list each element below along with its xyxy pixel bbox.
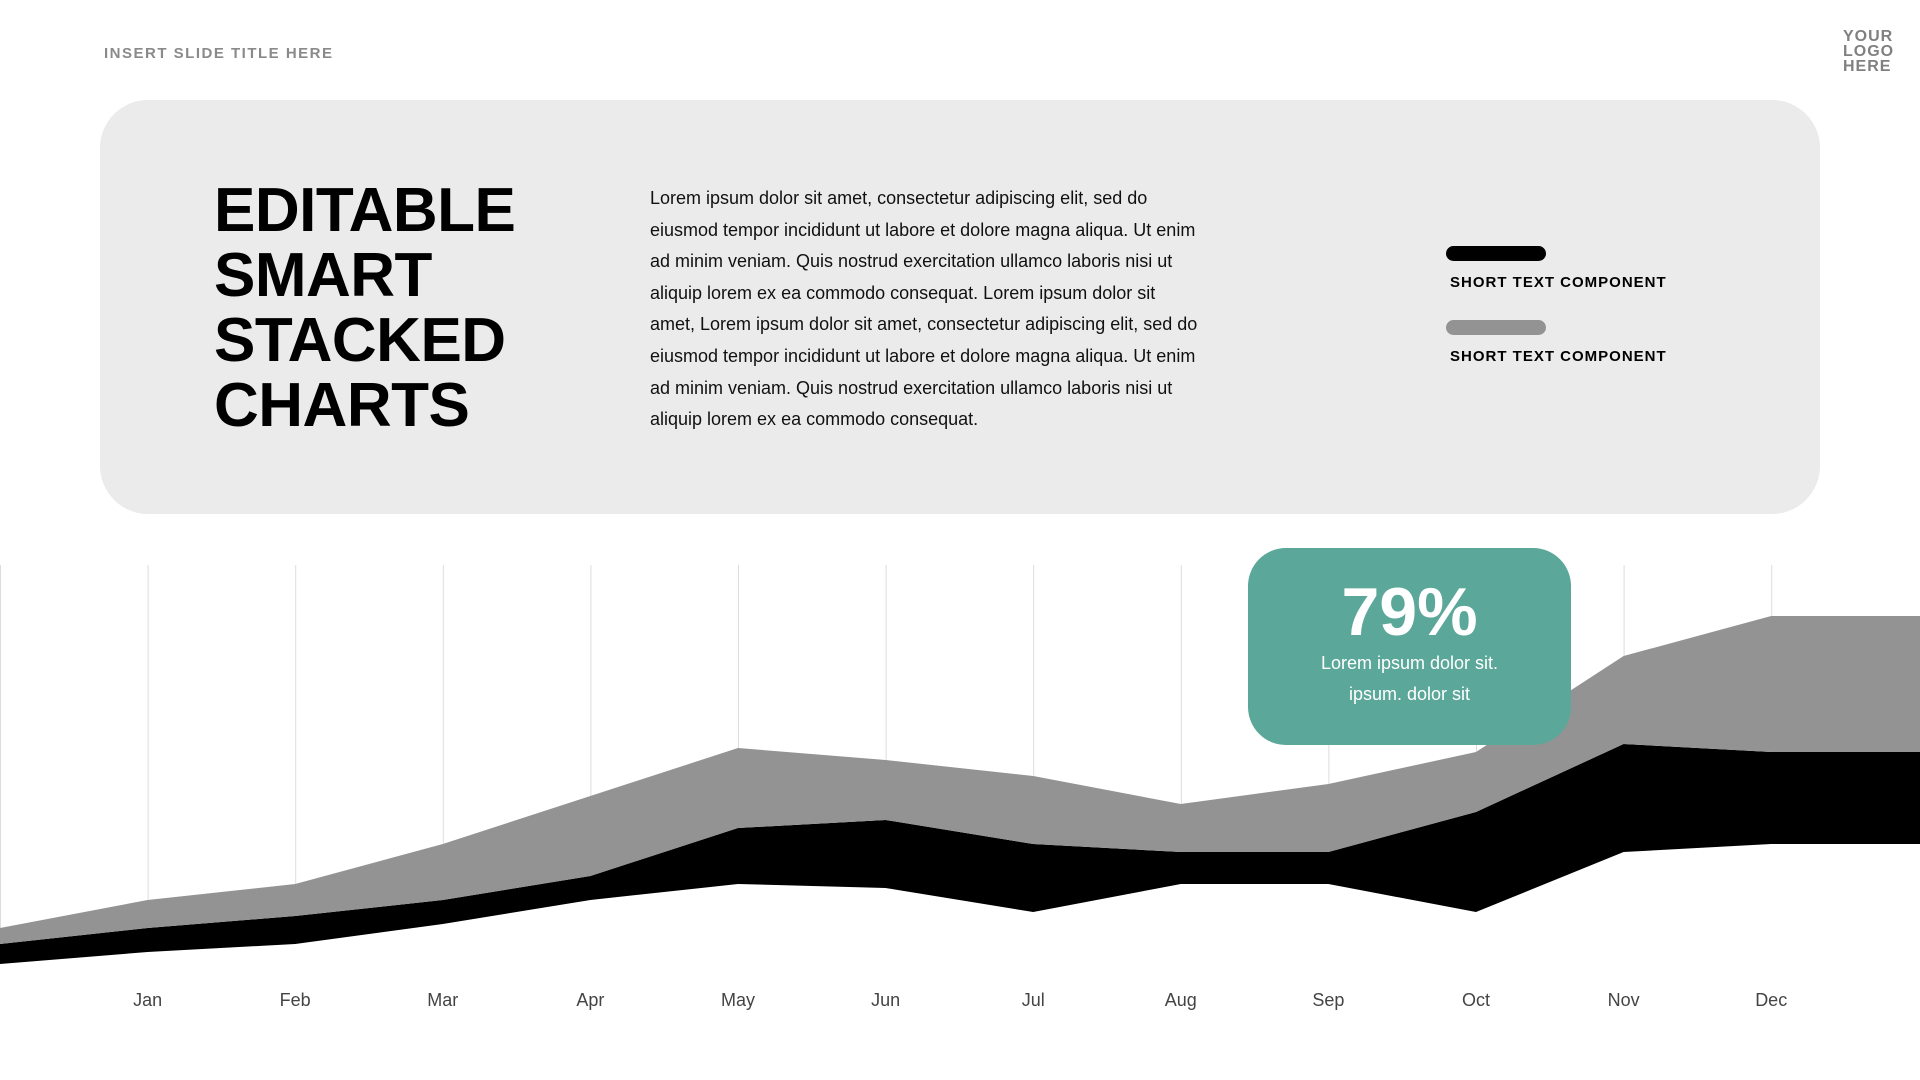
legend-label: SHORT TEXT COMPONENT (1450, 274, 1667, 291)
x-tick-label: Feb (280, 990, 311, 1010)
callout-box: 79% Lorem ipsum dolor sit. ipsum. dolor … (1248, 548, 1571, 745)
body-paragraph: Lorem ipsum dolor sit amet, consectetur … (650, 183, 1197, 436)
callout-text: ipsum. dolor sit (1348, 684, 1471, 704)
legend-swatch-black (1446, 246, 1546, 261)
headline: EDITABLE SMART STACKED CHARTS (214, 176, 516, 440)
headline-line: SMART (214, 241, 432, 310)
headline-line: STACKED (214, 306, 506, 375)
area-series-0 (0, 844, 1920, 1000)
x-tick-label: Jan (133, 990, 162, 1010)
logo-line: LOGO (1843, 43, 1895, 60)
x-tick-label: Apr (576, 990, 604, 1010)
legend-label: SHORT TEXT COMPONENT (1450, 348, 1667, 365)
callout-value: 79% (1341, 574, 1478, 650)
paragraph-line: ad minim veniam. Quis nostrud exercitati… (650, 377, 1173, 398)
x-tick-label: Oct (1462, 990, 1490, 1010)
paragraph-line: eiusmod tempor incididunt ut labore et d… (650, 345, 1196, 366)
paragraph-line: aliquip lorem ex ea commodo consequat. (650, 409, 979, 430)
info-panel (100, 100, 1820, 514)
logo-placeholder: YOUR LOGO HERE (1843, 28, 1895, 75)
x-tick-label: May (721, 990, 755, 1010)
paragraph-line: eiusmod tempor incididunt ut labore et d… (650, 219, 1196, 240)
paragraph-line: ad minim veniam. Quis nostrud exercitati… (650, 251, 1173, 272)
logo-line: YOUR (1843, 28, 1894, 45)
x-tick-label: Mar (427, 990, 458, 1010)
paragraph-line: aliquip lorem ex ea commodo consequat. L… (650, 282, 1156, 303)
area-series-2 (0, 616, 1920, 944)
slide-title: INSERT SLIDE TITLE HERE (104, 45, 334, 62)
paragraph-line: Lorem ipsum dolor sit amet, consectetur … (650, 188, 1148, 208)
area-series-1 (0, 744, 1920, 964)
x-tick-label: Sep (1312, 990, 1344, 1010)
logo-line: HERE (1843, 58, 1892, 75)
x-tick-label: Nov (1608, 990, 1640, 1010)
x-tick-label: Jul (1022, 990, 1045, 1010)
legend-swatch-gray (1446, 320, 1546, 335)
callout-text: Lorem ipsum dolor sit. (1320, 653, 1499, 673)
x-tick-label: Jun (871, 990, 900, 1010)
headline-line: EDITABLE (214, 176, 516, 245)
headline-line: CHARTS (214, 371, 470, 440)
paragraph-line: amet, Lorem ipsum dolor sit amet, consec… (650, 314, 1198, 335)
x-tick-label: Dec (1755, 990, 1787, 1010)
x-tick-label: Aug (1165, 990, 1197, 1010)
